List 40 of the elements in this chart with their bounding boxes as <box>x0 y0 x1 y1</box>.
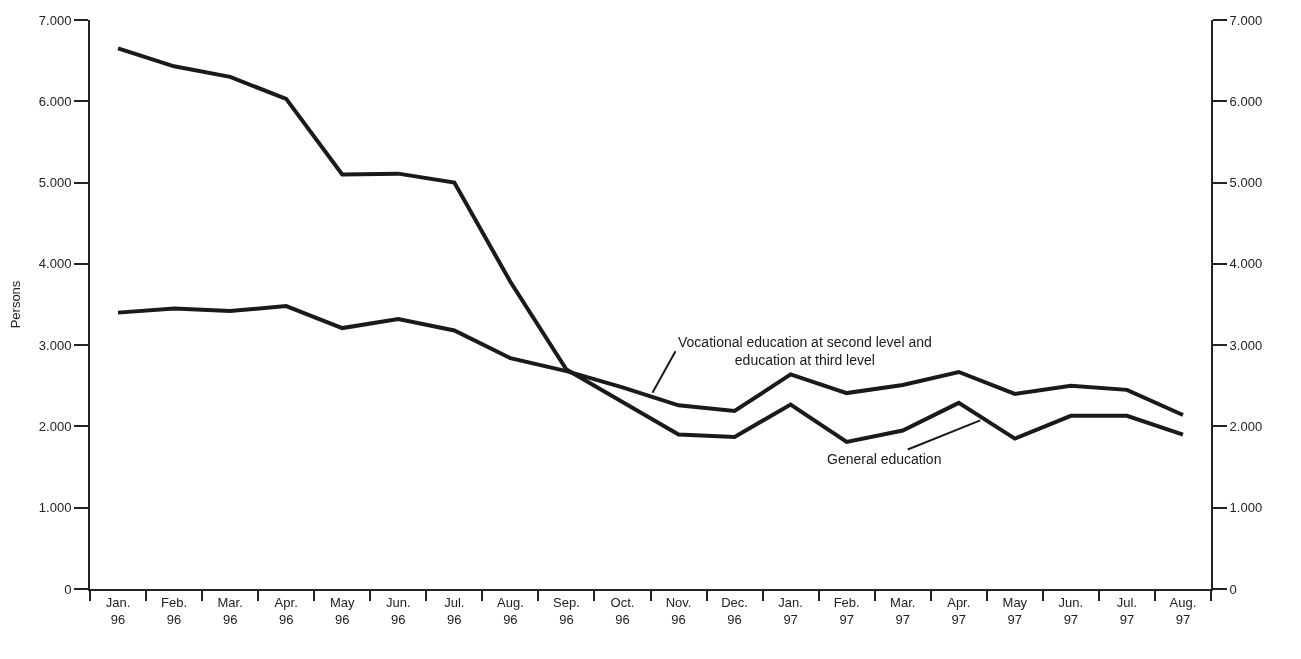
x-tick-label: Dec. 96 <box>721 594 748 627</box>
series-label: Vocational education at second level and education at third level <box>678 334 932 369</box>
y2-tick-label: 7.000 <box>1229 12 1263 28</box>
y2-tick-label: 4.000 <box>1229 256 1263 272</box>
x-tick-label: Aug. 97 <box>1169 594 1197 627</box>
x-tick-label: Jun. 97 <box>1058 594 1084 627</box>
y-tick-label: 1.000 <box>38 500 72 516</box>
x-tick-label: Apr. 96 <box>274 594 298 627</box>
y-tick-label: 5.000 <box>38 175 72 191</box>
x-tick-label: Nov. 96 <box>665 594 692 627</box>
x-tick-label: May 97 <box>1002 594 1028 627</box>
x-tick-label: Jun. 96 <box>385 594 411 627</box>
x-tick-label: Jan. 96 <box>105 594 131 627</box>
x-tick-label: Aug. 96 <box>496 594 524 627</box>
y-tick-label: 2.000 <box>38 418 72 434</box>
x-tick-label: Feb. 96 <box>161 594 188 627</box>
x-tick-label: May 96 <box>329 594 356 627</box>
x-tick-label: Jan. 97 <box>778 594 803 627</box>
line-series <box>116 46 1185 444</box>
y2-tick-label: 5.000 <box>1229 175 1263 191</box>
x-tick-label: Jul. 96 <box>444 594 465 627</box>
x-tick-label: Mar. 96 <box>217 594 243 627</box>
y2-tick-label: 6.000 <box>1229 93 1263 109</box>
x-tick-label: Jul. 97 <box>1116 594 1138 627</box>
y-tick-label: 6.000 <box>38 93 72 109</box>
x-tick-label: Oct. 96 <box>610 594 635 627</box>
series-label: General education <box>827 451 942 467</box>
y-tick-label: 7.000 <box>38 12 72 28</box>
x-tick-label: Mar. 97 <box>890 594 916 627</box>
x-tick-label: Apr. 97 <box>947 594 971 627</box>
y-axis-title: Persons <box>8 280 24 329</box>
y-tick-label: 3.000 <box>38 337 72 353</box>
y2-tick-label: 1.000 <box>1229 500 1263 516</box>
y2-tick-label: 3.000 <box>1229 337 1263 353</box>
y2-tick-label: 0 <box>1229 581 1237 597</box>
x-tick-label: Feb. 97 <box>833 594 860 627</box>
y-tick-label: 4.000 <box>38 256 72 272</box>
y2-tick-label: 2.000 <box>1229 418 1263 434</box>
y-tick-label: 0 <box>64 581 72 597</box>
x-tick-label: Sep. 96 <box>553 594 580 627</box>
